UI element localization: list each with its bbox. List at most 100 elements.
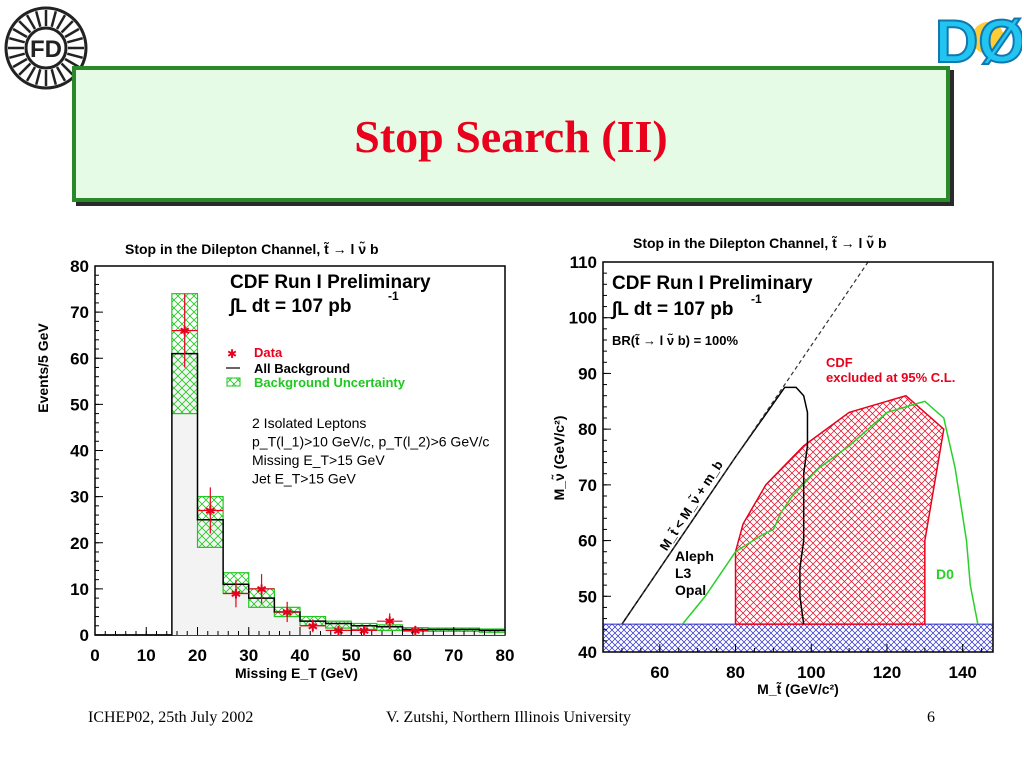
data-point-marker: ✱ (230, 586, 241, 601)
data-point: ✱ (325, 623, 352, 638)
background-fill-bin (274, 611, 300, 635)
chart2-ylabel: M_ν̃ (GeV/c²) (550, 416, 567, 501)
y-tick-label: 80 (578, 420, 597, 439)
x-tick-label: 70 (444, 646, 463, 665)
chart2-title: Stop in the Dilepton Channel, t̃ → l ν̃ … (633, 234, 887, 251)
x-tick-label: 20 (188, 646, 207, 665)
x-tick-label: 120 (873, 663, 901, 682)
fermilab-logo-text: FD (30, 36, 62, 63)
y-tick-label: 70 (70, 303, 89, 322)
y-tick-label: 40 (70, 442, 89, 461)
chart2-header-run: CDF Run I Preliminary (612, 273, 813, 294)
legend-uncertainty-swatch (226, 377, 241, 387)
d0-logo-text: DØ (938, 8, 1022, 72)
data-point: ✱ (171, 293, 198, 368)
data-point-marker: ✱ (179, 324, 190, 339)
x-tick-label: 40 (291, 646, 310, 665)
data-point: ✱ (300, 619, 326, 634)
lep-label: Aleph (675, 548, 714, 564)
background-fill-bin (428, 629, 454, 635)
legend-uncertainty-label: Background Uncertainty (254, 375, 406, 390)
data-point: ✱ (376, 613, 403, 629)
footer-author: V. Zutshi, Northern Illinois University (386, 709, 632, 726)
legend-background-label: All Background (254, 361, 350, 376)
data-point-marker: ✱ (205, 503, 216, 518)
y-tick-label: 30 (70, 488, 89, 507)
lep-label: L3 (675, 565, 692, 581)
chart2-frame (602, 261, 994, 653)
y-tick-label: 40 (578, 643, 597, 662)
footer-page-number: 6 (927, 709, 935, 726)
fermilab-logo: FD (4, 6, 88, 90)
chart2-header-lumi-sup: -1 (751, 292, 762, 306)
chart2-header-br: BR(t̃ → l ν̃ b) = 100% (612, 333, 738, 348)
chart-stop-exclusion: Stop in the Dilepton Channel, t̃ → l ν̃ … (550, 234, 994, 697)
kinematic-limit-label: M_t̃ < M_ν̃ + m_b (657, 458, 726, 553)
y-tick-label: 110 (570, 253, 597, 272)
cut-line: 2 Isolated Leptons (252, 415, 366, 431)
lep-contour (621, 386, 809, 625)
d0-label: D0 (936, 566, 954, 582)
x-tick-label: 140 (949, 663, 977, 682)
y-tick-label: 60 (578, 532, 597, 551)
chart1-xlabel: Missing E_T (GeV) (235, 665, 358, 681)
x-tick-label: 60 (393, 646, 412, 665)
x-tick-label: 100 (797, 663, 825, 682)
legend-data-marker: ✱ (227, 347, 237, 361)
cdf-excluded-region (734, 394, 945, 625)
data-point: ✱ (351, 623, 377, 638)
d0-logo: DØ (938, 7, 1022, 72)
y-tick-label: 80 (70, 257, 89, 276)
data-point-marker: ✱ (359, 623, 370, 638)
data-point-marker: ✱ (384, 614, 395, 629)
chart1-header-lumi-sup: -1 (388, 289, 399, 303)
cdf-label: CDF (826, 355, 853, 370)
y-tick-label: 100 (569, 309, 597, 328)
data-point-marker: ✱ (333, 623, 344, 638)
kinematic-limit-line (621, 262, 869, 625)
lep-excluded-band (603, 623, 993, 652)
data-point: ✱ (402, 623, 429, 638)
x-tick-label: 80 (496, 646, 515, 665)
y-tick-label: 10 (70, 580, 89, 599)
x-tick-label: 0 (90, 646, 99, 665)
y-tick-label: 60 (70, 349, 89, 368)
x-tick-label: 60 (650, 663, 669, 682)
chart-stop-met-histogram: Stop in the Dilepton Channel, t̃ → l ν̃ … (35, 240, 515, 681)
cut-line: Missing E_T>15 GeV (252, 452, 385, 468)
chart1-frame (94, 265, 506, 636)
cdf-label: excluded at 95% C.L. (826, 370, 955, 385)
data-point-marker: ✱ (410, 623, 421, 638)
all-background-line (95, 352, 505, 636)
data-point-marker: ✱ (282, 605, 293, 620)
data-point: ✱ (197, 487, 224, 534)
chart1-header-run: CDF Run I Preliminary (230, 272, 431, 293)
y-tick-label: 90 (578, 364, 597, 383)
background-fill-bin (453, 629, 480, 635)
slide-title: Stop Search (II) (354, 111, 668, 162)
cut-line: p_T(l_1)>10 GeV/c, p_T(l_2)>6 GeV/c (252, 434, 489, 450)
x-tick-label: 10 (137, 646, 156, 665)
data-point: ✱ (223, 579, 249, 608)
lep-label: Opal (675, 582, 706, 598)
y-tick-label: 20 (70, 534, 89, 553)
chart2-header-lumi: ∫L dt = 107 pb (610, 299, 734, 320)
chart1-header-lumi: ∫L dt = 107 pb (228, 296, 352, 317)
footer-conference: ICHEP02, 25th July 2002 (88, 709, 254, 726)
y-tick-label: 50 (578, 587, 597, 606)
x-tick-label: 30 (239, 646, 258, 665)
d0-contour (681, 400, 979, 625)
data-point-marker: ✱ (256, 582, 267, 597)
chart1-ylabel: Events/5 GeV (35, 323, 51, 413)
legend-data-label: Data (254, 345, 283, 360)
chart1-title: Stop in the Dilepton Channel, t̃ → l ν̃ … (125, 240, 379, 257)
data-point: ✱ (274, 601, 300, 623)
data-point: ✱ (248, 574, 275, 604)
title-box: Stop Search (II) (72, 66, 950, 202)
data-point-marker: ✱ (307, 619, 318, 634)
y-tick-label: 0 (80, 626, 89, 645)
x-tick-label: 50 (342, 646, 361, 665)
cut-line: Jet E_T>15 GeV (252, 471, 357, 487)
y-tick-label: 50 (70, 395, 89, 414)
chart2-plot-area (603, 262, 993, 652)
